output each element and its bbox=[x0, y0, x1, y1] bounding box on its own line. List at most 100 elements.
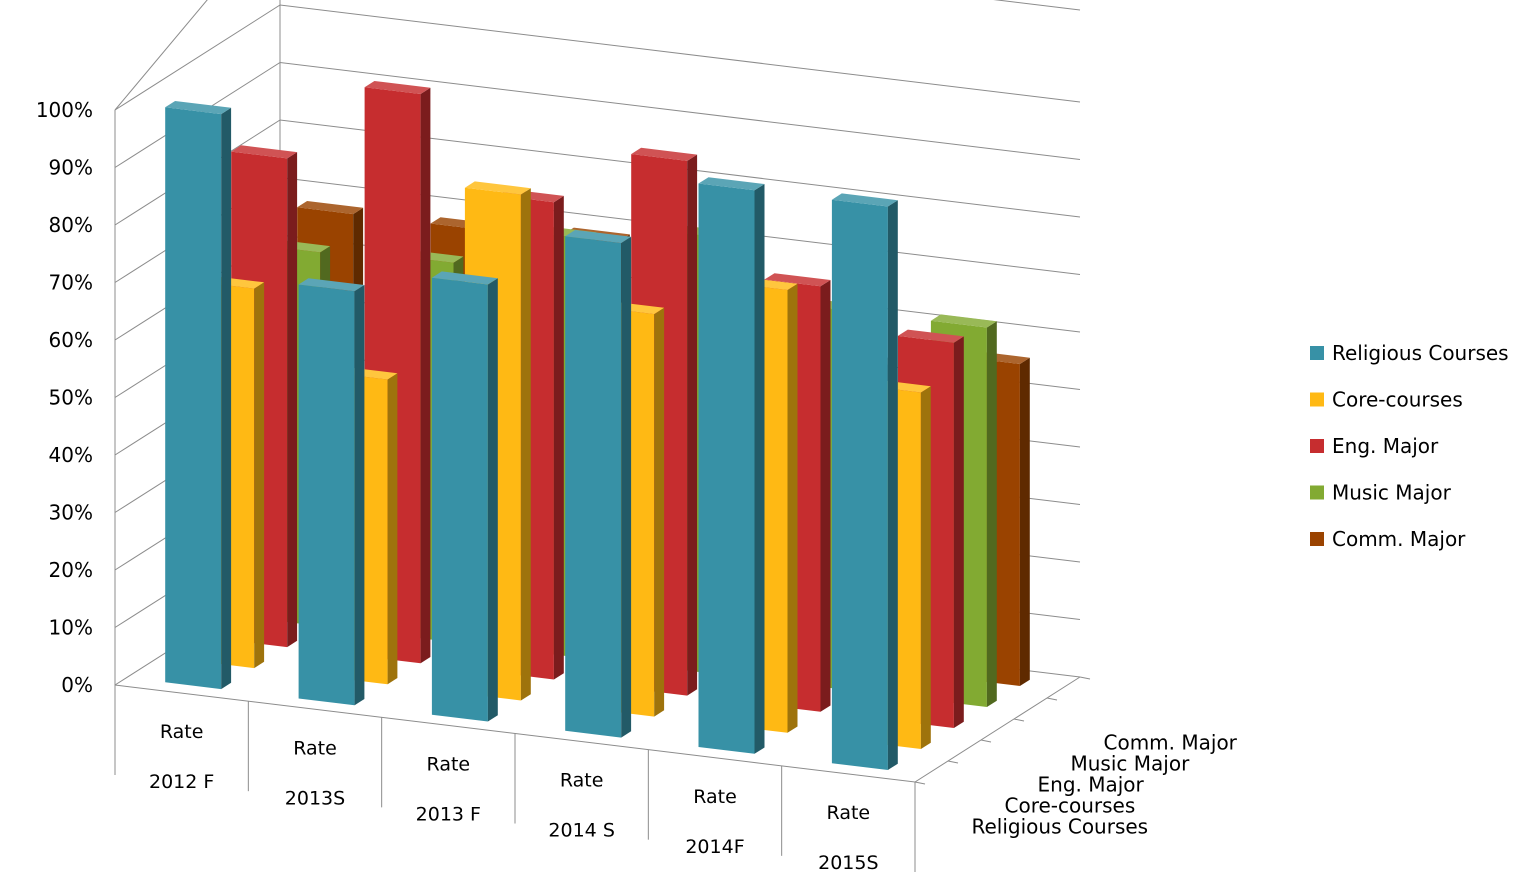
depth-tick-label: Core-courses bbox=[1005, 794, 1136, 818]
legend-swatch bbox=[1310, 346, 1324, 360]
legend-swatch bbox=[1310, 532, 1324, 546]
y-tick-label: 100% bbox=[36, 98, 93, 122]
bar-top bbox=[231, 145, 298, 159]
y-axis-ticks: 0% 10% 20% 30% 40% 50% 60% 70% 80% 90% 100% bbox=[36, 98, 93, 697]
depth-tick bbox=[1013, 718, 1025, 722]
bar-top bbox=[631, 147, 698, 161]
bar-side bbox=[254, 282, 265, 669]
bar-religious-courses bbox=[831, 193, 898, 770]
y-tick-label: 0% bbox=[61, 673, 93, 697]
bar-front bbox=[831, 199, 888, 770]
bar-side bbox=[621, 236, 632, 738]
bar-top bbox=[565, 230, 632, 244]
x-tick-label: Rate bbox=[693, 786, 737, 808]
legend: Religious Courses Core-courses Eng. Major M… bbox=[1310, 341, 1509, 551]
bar-side bbox=[953, 336, 964, 728]
x-tick-label: Rate bbox=[427, 753, 471, 775]
x-tick-label: 2015S bbox=[818, 852, 878, 874]
legend-swatch bbox=[1310, 439, 1324, 453]
bar-side bbox=[754, 184, 765, 754]
x-tick-label: Rate bbox=[160, 721, 204, 743]
y-tick-label: 90% bbox=[49, 156, 93, 180]
x-tick-label: Rate bbox=[560, 770, 604, 792]
gridline bbox=[114, 4, 1081, 111]
bar-side bbox=[654, 307, 665, 717]
x-axis-ticks: Rate 2012 F Rate 2013S Rate 2013 F Rate 2014 S R… bbox=[149, 721, 879, 874]
bar-side bbox=[287, 152, 298, 648]
depth-tick-label: Eng. Major bbox=[1038, 773, 1145, 797]
bar-side bbox=[1019, 357, 1030, 686]
bar-side bbox=[387, 373, 398, 685]
legend-label: Religious Courses bbox=[1332, 341, 1509, 365]
x-tick-label: 2012 F bbox=[149, 771, 214, 793]
bar-top bbox=[831, 193, 898, 207]
bar-top bbox=[431, 271, 498, 285]
depth-tick bbox=[1079, 676, 1091, 680]
bar-top bbox=[464, 181, 531, 195]
depth-tick-label: Comm. Major bbox=[1104, 731, 1238, 755]
bar-top bbox=[698, 177, 765, 191]
bar-top bbox=[930, 314, 997, 328]
y-tick-label: 10% bbox=[49, 616, 93, 640]
x-tick-label: Rate bbox=[293, 737, 337, 759]
bar-side bbox=[520, 188, 531, 701]
legend-label: Eng. Major bbox=[1332, 434, 1439, 458]
bar-front bbox=[431, 277, 488, 722]
x-tick-label: 2014 S bbox=[548, 820, 614, 842]
depth-tick bbox=[947, 760, 959, 764]
bar-side bbox=[221, 107, 232, 690]
bar-religious-courses bbox=[565, 230, 632, 738]
x-tick-label: 2013 F bbox=[416, 803, 481, 825]
bar-side bbox=[887, 200, 898, 770]
bar-side bbox=[986, 321, 997, 707]
x-tick-label: 2013S bbox=[285, 787, 345, 809]
y-tick-label: 70% bbox=[49, 271, 93, 295]
bar-front bbox=[565, 236, 622, 738]
y-tick-label: 20% bbox=[49, 558, 93, 582]
legend-label: Music Major bbox=[1332, 481, 1452, 505]
bar-religious-courses bbox=[431, 271, 498, 722]
depth-tick bbox=[914, 781, 926, 785]
bar-top bbox=[364, 81, 431, 94]
x-tick-label: 2014F bbox=[685, 836, 744, 858]
bar-front bbox=[298, 284, 355, 706]
y-tick-label: 50% bbox=[49, 386, 93, 410]
side-wall-top bbox=[114, 0, 208, 111]
bar-side bbox=[820, 280, 831, 712]
x-tick-label: Rate bbox=[827, 802, 871, 824]
legend-swatch bbox=[1310, 392, 1324, 407]
bar-top bbox=[897, 329, 964, 343]
depth-tick-label: Music Major bbox=[1071, 752, 1191, 776]
legend-label: Core-courses bbox=[1332, 388, 1463, 412]
back-wall-top bbox=[993, 0, 1081, 11]
bar-top bbox=[298, 278, 365, 292]
y-tick-label: 30% bbox=[49, 501, 93, 525]
bar-front bbox=[698, 183, 755, 754]
bar-side bbox=[487, 278, 498, 722]
y-tick-label: 40% bbox=[49, 443, 93, 467]
bar-religious-courses bbox=[698, 177, 765, 754]
bar-religious-courses bbox=[165, 101, 232, 690]
y-tick-label: 60% bbox=[49, 328, 93, 352]
bar-front bbox=[165, 107, 222, 690]
bar-top bbox=[297, 201, 364, 215]
legend-label: Comm. Major bbox=[1332, 527, 1466, 551]
bar-side bbox=[687, 154, 698, 696]
chart-bars bbox=[165, 81, 1030, 770]
depth-tick bbox=[980, 739, 992, 743]
bar-top bbox=[764, 273, 831, 287]
legend-swatch bbox=[1310, 485, 1324, 500]
bar-religious-courses bbox=[298, 278, 365, 706]
y-tick-label: 80% bbox=[49, 213, 93, 237]
bar-top bbox=[165, 101, 232, 115]
bar-side bbox=[920, 386, 931, 749]
depth-tick bbox=[1046, 697, 1058, 701]
bar-side bbox=[420, 87, 431, 664]
bar-side bbox=[553, 195, 564, 680]
bar-side bbox=[354, 285, 365, 706]
bar-side bbox=[787, 283, 798, 733]
chart-floor bbox=[114, 676, 1091, 872]
depth-tick-label: Religious Courses bbox=[972, 815, 1149, 839]
